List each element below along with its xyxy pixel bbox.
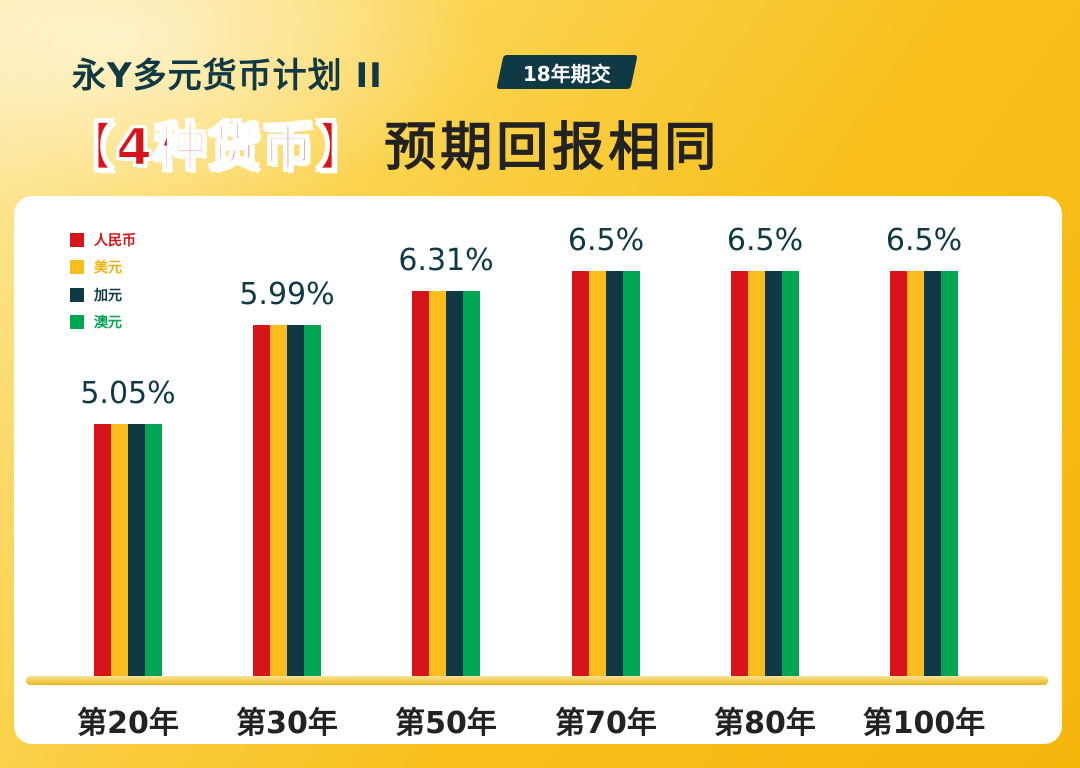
bar-美元-第80年 bbox=[748, 271, 765, 678]
bar-人民币-第80年 bbox=[731, 271, 748, 678]
category-label: 第100年 bbox=[862, 706, 986, 741]
legend-label-cad: 加元 bbox=[94, 287, 122, 304]
headline: 【4种货币】 预期回报相同 bbox=[61, 110, 720, 179]
legend-label-usd: 美元 bbox=[94, 260, 122, 277]
bar-人民币-第100年 bbox=[890, 271, 907, 678]
headline-highlight: 【4种货币】 bbox=[61, 117, 371, 179]
legend-item-rmb: 人民币 bbox=[70, 226, 136, 254]
value-label: 6.31% bbox=[398, 243, 494, 279]
bar-澳元-第100年 bbox=[941, 271, 958, 678]
bar-加元-第30年 bbox=[287, 324, 304, 678]
bar-美元-第20年 bbox=[111, 424, 128, 678]
legend-swatch-rmb bbox=[70, 232, 84, 247]
bar-人民币-第20年 bbox=[94, 424, 111, 678]
payment-term-badge: 18年期交 bbox=[496, 55, 638, 89]
legend-item-cad: 加元 bbox=[70, 281, 136, 309]
bar-人民币-第30年 bbox=[253, 324, 270, 678]
bar-澳元-第30年 bbox=[304, 324, 321, 678]
value-label: 6.5% bbox=[885, 223, 963, 259]
category-label: 第20年 bbox=[77, 706, 179, 741]
value-label: 5.99% bbox=[239, 276, 335, 312]
payment-term-label: 18年期交 bbox=[523, 61, 611, 86]
bar-美元-第70年 bbox=[589, 271, 606, 678]
legend-swatch-usd bbox=[70, 260, 84, 275]
bar-加元-第70年 bbox=[606, 271, 623, 678]
bar-美元-第30年 bbox=[270, 324, 287, 678]
plan-title: 永Y多元货币计划 II bbox=[72, 56, 383, 96]
bar-人民币-第70年 bbox=[572, 271, 589, 678]
bar-人民币-第50年 bbox=[412, 291, 429, 678]
bar-澳元-第50年 bbox=[463, 291, 480, 678]
header: 永Y多元货币计划 II 18年期交 【4种货币】 预期回报相同 bbox=[0, 0, 1080, 190]
value-label: 5.05% bbox=[80, 376, 176, 412]
value-label: 6.5% bbox=[567, 223, 645, 259]
chart-baseline bbox=[26, 676, 1048, 685]
category-label: 第30年 bbox=[236, 706, 338, 741]
category-label: 第70年 bbox=[555, 706, 657, 741]
category-label: 第80年 bbox=[714, 706, 816, 741]
headline-text: 预期回报相同 bbox=[384, 117, 721, 178]
bar-澳元-第20年 bbox=[145, 424, 162, 678]
legend-label-rmb: 人民币 bbox=[94, 232, 136, 249]
category-label: 第50年 bbox=[395, 706, 497, 741]
bar-澳元-第80年 bbox=[782, 271, 799, 678]
value-label: 6.5% bbox=[726, 223, 804, 259]
legend-item-aud: 澳元 bbox=[70, 309, 136, 337]
bar-加元-第20年 bbox=[128, 424, 145, 678]
legend-label-aud: 澳元 bbox=[94, 315, 122, 332]
chart-card bbox=[14, 196, 1062, 744]
legend-swatch-cad bbox=[70, 287, 84, 302]
bar-美元-第100年 bbox=[907, 271, 924, 678]
chart-legend: 人民币 美元 加元 澳元 bbox=[70, 226, 136, 336]
bar-美元-第50年 bbox=[429, 291, 446, 678]
legend-swatch-aud bbox=[70, 315, 84, 330]
bar-澳元-第70年 bbox=[623, 271, 640, 678]
bar-加元-第50年 bbox=[446, 291, 463, 678]
bar-加元-第80年 bbox=[765, 271, 782, 678]
legend-item-usd: 美元 bbox=[70, 254, 136, 282]
bar-加元-第100年 bbox=[924, 271, 941, 678]
